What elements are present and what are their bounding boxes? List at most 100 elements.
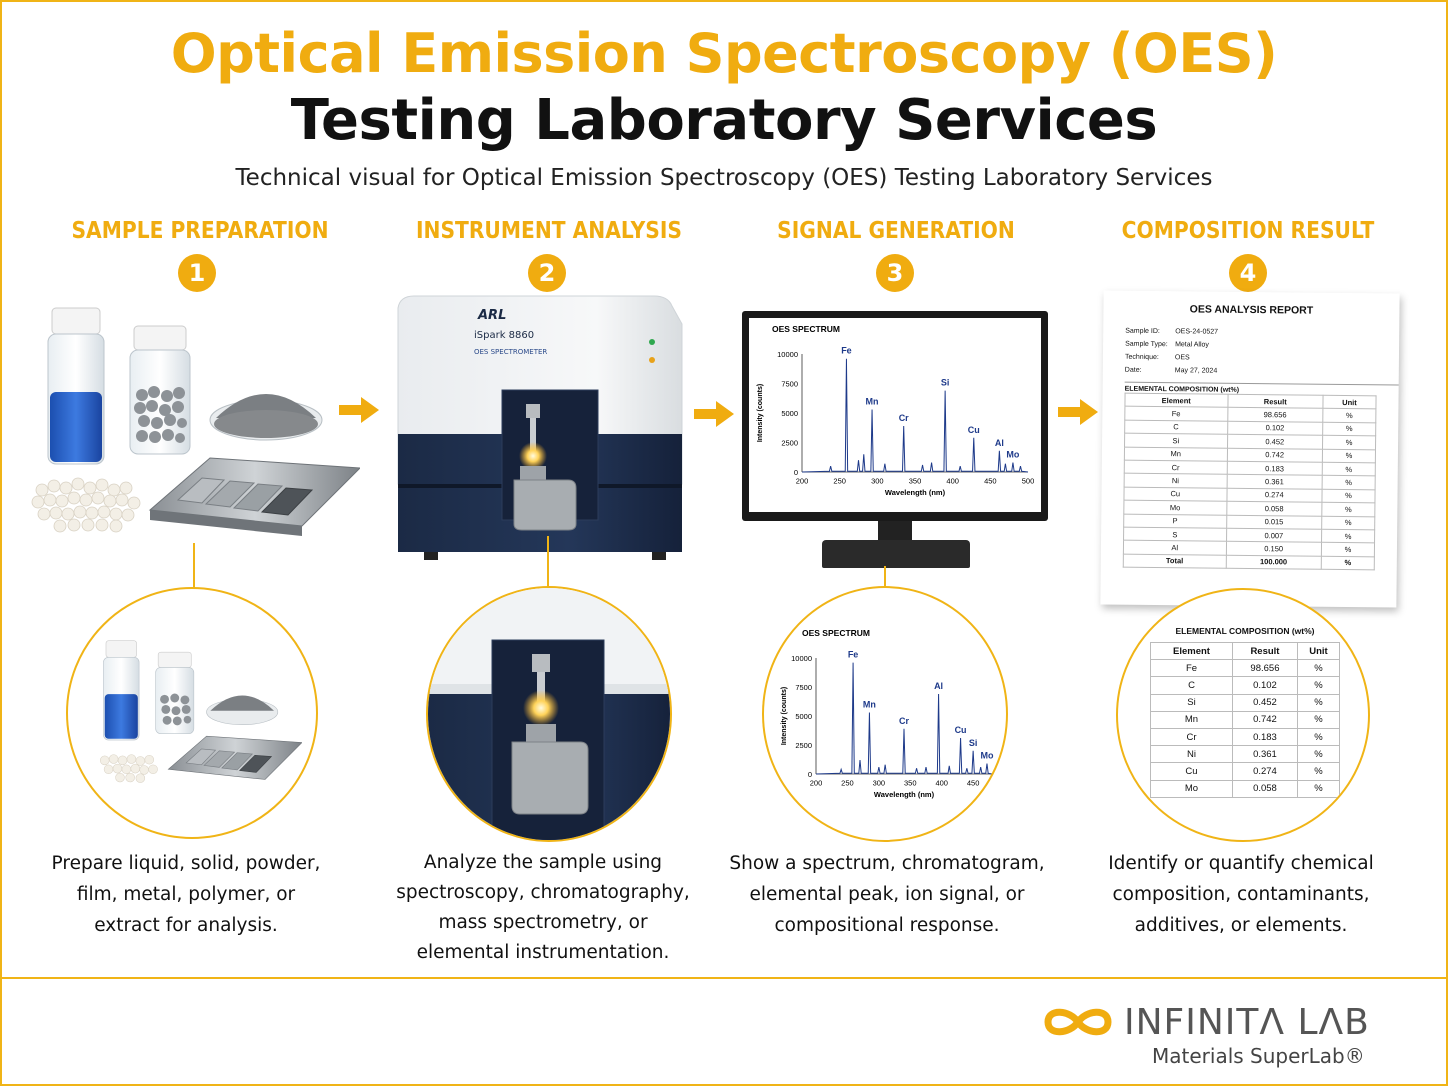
description-line: film, metal, polymer, or	[76, 884, 296, 905]
report-cell: Fe	[1124, 406, 1228, 422]
zoom-cell: %	[1296, 710, 1341, 729]
sample-preparation-illustration	[31, 307, 360, 536]
step-4-number-badge: 4	[1229, 254, 1267, 292]
zoom-cell: 0.274	[1232, 762, 1298, 781]
description-line: Analyze the sample using	[423, 852, 663, 873]
report-cell: %	[1322, 422, 1376, 436]
zoom-cell: C	[1150, 676, 1233, 695]
analysis-report-document: OES ANALYSIS REPORT Sample ID: OES-24-052…	[1100, 290, 1400, 608]
report-meta-value: May 27, 2024	[1174, 367, 1218, 375]
description-line: compositional response.	[774, 915, 1000, 936]
peak-label: Cu	[955, 725, 967, 735]
zoom-cell: Cu	[1150, 762, 1233, 781]
report-cell: %	[1322, 408, 1376, 423]
footer-divider	[0, 977, 1448, 979]
report-meta-label: Technique:	[1124, 353, 1159, 362]
y-tick-label: 10000	[791, 654, 812, 663]
instrument-model: iSpark 8860	[474, 330, 534, 341]
y-tick-label: 2500	[781, 439, 798, 448]
report-cell: %	[1321, 515, 1375, 530]
report-cell: %	[1322, 462, 1376, 477]
connector-line	[884, 566, 886, 590]
polymer-pellets-icon	[31, 477, 141, 533]
zoom-cell: 0.183	[1232, 727, 1298, 747]
description-line: spectroscopy, chromatography,	[396, 882, 690, 903]
report-row: Total 100.000%	[1123, 553, 1375, 570]
peak-label: Cu	[968, 425, 980, 435]
zoom-cell: 0.102	[1232, 676, 1298, 695]
y-tick-label: 5000	[795, 712, 812, 721]
page-subtitle: Technical visual for Optical Emission Sp…	[235, 165, 1213, 191]
report-meta: Sample ID: OES-24-0527 Sample Type: Metal …	[1125, 325, 1400, 380]
y-axis-label: Intensity (counts)	[781, 687, 788, 745]
monitor-icon	[742, 311, 1048, 521]
page-title-line2: Testing Laboratory Services	[290, 88, 1158, 153]
report-cell: Ni	[1124, 473, 1227, 488]
zoom-cell: %	[1296, 676, 1341, 695]
sample-preparation-zoom-circle	[66, 587, 318, 839]
spectrum-chart-zoom: OES SPECTRUM 0 2500 5000 7500 10000 200 250 300 3…	[781, 628, 994, 799]
zoom-row: Mn 0.742%	[1150, 710, 1341, 729]
zoom-cell: 0.452	[1232, 693, 1298, 712]
spectrum-chart-main: OES SPECTRUM 0 2500 5000 7500 10000 200 250 300 3…	[757, 324, 1035, 497]
report-col-header: Element	[1124, 393, 1228, 408]
description-line: composition, contaminants,	[1112, 884, 1370, 905]
report-col-header: Unit	[1322, 395, 1377, 410]
zoom-cell: %	[1296, 745, 1341, 764]
report-cell: 0.361	[1226, 474, 1323, 489]
report-cell: 0.058	[1226, 501, 1322, 516]
x-tick-label: 350	[909, 477, 922, 486]
report-cell: Si	[1124, 433, 1228, 448]
zoom-cell: 98.656	[1232, 659, 1298, 678]
description-line: mass spectrometry, or	[438, 912, 648, 933]
zoom-row: Cu 0.274%	[1150, 762, 1341, 781]
company-logo-text: INFINITΛ LΛB	[1124, 1002, 1370, 1043]
report-cell: %	[1321, 488, 1376, 503]
report-composition-table: Element Result Unit Fe 98.656% C 0.102% Si 0.…	[1123, 393, 1377, 571]
report-cell: %	[1321, 555, 1375, 570]
report-cell: P	[1123, 513, 1227, 529]
peak-label: Fe	[848, 650, 859, 660]
x-tick-label: 200	[810, 779, 823, 788]
page-title-line1: Optical Emission Spectroscopy (OES)	[170, 22, 1278, 85]
x-tick-label: 300	[873, 779, 886, 788]
zoom-cell: Mo	[1150, 779, 1233, 798]
spectrum-line	[801, 358, 1029, 473]
y-tick-label: 5000	[781, 409, 798, 418]
spectrum-title: OES SPECTRUM	[772, 324, 840, 334]
report-col-header: Result	[1227, 394, 1324, 409]
zoom-row: Fe 98.656%	[1150, 659, 1341, 678]
report-meta-label: Date:	[1124, 366, 1142, 374]
peak-label: Mn	[863, 700, 876, 710]
report-cell: 100.000	[1225, 554, 1322, 570]
zoom-col-header: Element	[1150, 641, 1233, 661]
monitor-base	[822, 540, 970, 568]
report-cell: %	[1322, 475, 1376, 490]
zoom-row: Cr 0.183%	[1150, 727, 1341, 747]
liquid-vial-icon	[47, 307, 105, 465]
metal-sample-tray-icon	[148, 457, 360, 536]
peak-label: Fe	[841, 346, 852, 356]
spectrum-zoom-circle: OES SPECTRUM 0 2500 5000 7500 10000 200 250 300 3…	[762, 586, 1008, 842]
peak-label: Mo	[1006, 450, 1019, 460]
monitor-stand	[878, 521, 912, 543]
report-cell: Mo	[1123, 500, 1227, 515]
y-tick-label: 10000	[777, 350, 798, 359]
description-line: Show a spectrum, chromatogram,	[729, 853, 1045, 874]
peak-label: Si	[969, 738, 978, 748]
composition-zoom-circle: ELEMENTAL COMPOSITION (wt%) Element Resu…	[1116, 588, 1370, 842]
x-tick-label: 500	[1022, 477, 1035, 486]
x-tick-label: 450	[984, 477, 997, 486]
zoom-cell: 0.361	[1232, 745, 1298, 764]
zoom-cell: %	[1296, 727, 1341, 747]
step-4-title: COMPOSITION RESULT	[1121, 218, 1375, 244]
instrument-zoom-image	[428, 588, 670, 840]
x-tick-label: 400	[946, 477, 959, 486]
x-tick-label: 450	[967, 779, 980, 788]
infinity-logo-icon	[1044, 1008, 1112, 1036]
x-tick-label: 250	[833, 477, 846, 486]
spectrum-line	[815, 662, 993, 775]
connector-line	[193, 543, 195, 589]
report-cell: 0.150	[1225, 541, 1322, 556]
report-meta-value: OES	[1174, 354, 1190, 362]
